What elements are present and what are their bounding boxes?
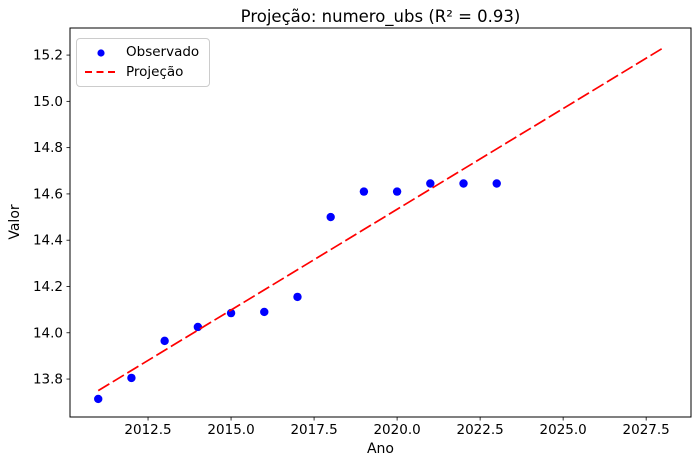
data-point (260, 307, 269, 317)
y-tick-label: 14.0 (33, 325, 63, 341)
legend-label-observado: Observado (126, 44, 200, 60)
x-tick-label: 2022.5 (457, 422, 504, 438)
observed-points (94, 179, 501, 404)
y-tick-label: 14.6 (33, 186, 63, 202)
x-tick-label: 2025.0 (540, 422, 587, 438)
scatter-dot-icon (97, 49, 105, 57)
data-point (94, 394, 103, 404)
x-tick-label: 2015.0 (207, 422, 254, 438)
data-point (160, 336, 169, 346)
x-tick-label: 2020.0 (373, 422, 420, 438)
y-tick-label: 15.2 (33, 48, 63, 64)
dashed-line-icon (85, 71, 117, 74)
data-point (459, 179, 468, 188)
y-axis-ticks: 13.8 14.0 14.2 14.4 14.6 14.8 15.0 15.2 (33, 48, 70, 388)
data-point (293, 292, 302, 302)
data-point (127, 373, 136, 383)
legend-entry-observado: Observado (83, 43, 199, 63)
x-tick-label: 2012.5 (124, 422, 171, 438)
y-tick-label: 14.2 (33, 279, 63, 295)
y-tick-label: 15.0 (33, 94, 63, 110)
data-point (426, 179, 435, 188)
x-tick-label: 2027.5 (623, 422, 670, 438)
data-point (359, 187, 369, 196)
legend-label-projecao: Projeção (126, 63, 184, 80)
y-tick-label: 14.4 (33, 233, 63, 249)
data-point (492, 179, 501, 188)
data-point (193, 322, 203, 332)
x-axis-label: Ano (366, 441, 394, 457)
data-point (392, 187, 402, 196)
projection-line (97, 47, 664, 392)
data-point (326, 212, 335, 222)
legend-entry-projecao: Projeção (83, 63, 199, 83)
chart-title: Projeção: numero_ubs (R² = 0.93) (240, 7, 521, 26)
x-tick-label: 2017.5 (290, 422, 337, 438)
y-tick-label: 13.8 (33, 372, 63, 388)
x-axis-ticks: 2012.5 2015.0 2017.5 2020.0 2022.5 2025.0 2027… (124, 417, 670, 438)
legend: Observado Projeção (76, 38, 211, 87)
plot-border (69, 27, 692, 418)
y-tick-label: 14.8 (33, 140, 63, 156)
